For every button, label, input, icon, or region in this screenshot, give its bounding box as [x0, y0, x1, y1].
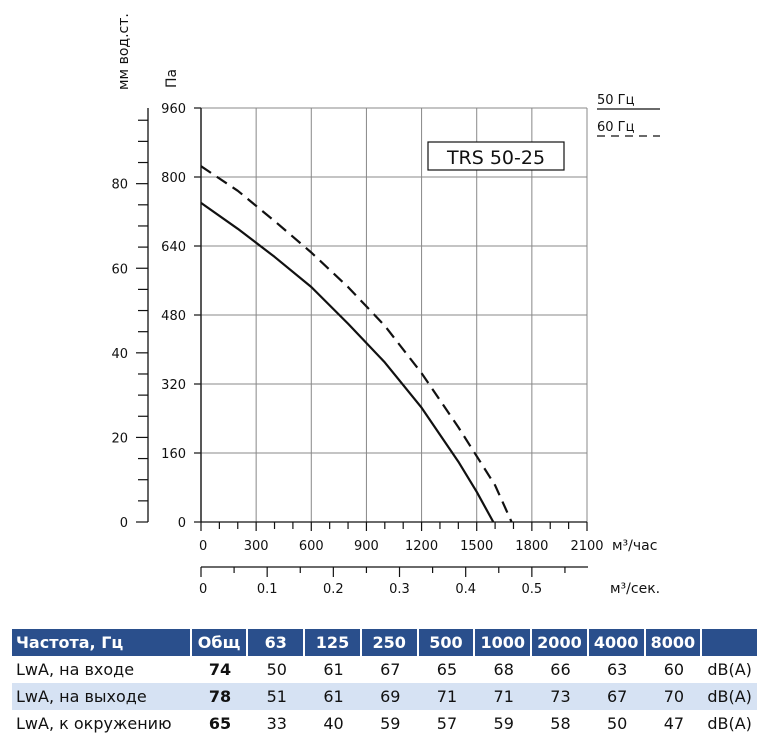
model-label-box — [427, 141, 565, 171]
x2-ticks: 0 0.1 0.2 0.3 0.4 0.5 — [199, 567, 566, 597]
header-cell: 63 — [248, 629, 306, 656]
row-value: 65 — [436, 660, 458, 679]
row-value: 63 — [607, 660, 628, 679]
table-body: LwA, на входе 74 50 61 67 65 68 66 63 60 dB(A) LwA,… — [12, 656, 757, 737]
x-tick-label: 0 — [199, 539, 207, 554]
row-value: 71 — [418, 683, 476, 710]
row-value: 71 — [475, 683, 533, 710]
x2-tick-label: 0.4 — [455, 582, 476, 597]
fan-curve-chart: мм вод.ст. 0 20 40 60 80 Па 0 160 320 480 640 800… — [111, 13, 660, 597]
header-cell: 500 — [418, 629, 476, 656]
row-total: 78 — [191, 683, 249, 710]
table-header-row: Частота, Гц Общ 63 125 250 500 1000 2000 4000 800… — [12, 629, 757, 656]
x2-tick-label: 0.1 — [257, 582, 278, 597]
row-value: 59 — [380, 714, 401, 733]
curves — [200, 165, 513, 523]
row-value: 50 — [607, 714, 628, 733]
row-label: LwA, к окружению — [16, 714, 172, 733]
x2-label: м³/сек. — [610, 581, 660, 597]
mm-tick-label: 60 — [111, 262, 128, 277]
row-value: 59 — [493, 714, 514, 733]
x-tick-label: 2100 — [570, 539, 603, 554]
row-value: 69 — [361, 683, 419, 710]
y-left-ticks: 0 20 40 60 80 — [111, 119, 148, 531]
pa-tick-label: 960 — [161, 102, 186, 117]
row-value: 68 — [493, 660, 514, 679]
row-value: 57 — [436, 714, 458, 733]
row-label: LwA, на выходе — [12, 683, 192, 710]
pa-tick-label: 800 — [161, 171, 186, 186]
header-cell: 250 — [361, 629, 419, 656]
header-cell: 8000 — [645, 629, 703, 656]
model-label: TRS 50-25 — [446, 147, 545, 169]
header-cell: 4000 — [588, 629, 646, 656]
row-value: 51 — [248, 683, 306, 710]
x-label: м³/час — [612, 538, 657, 554]
row-value: 33 — [266, 714, 287, 733]
table-row: LwA, к окружению 65 33 40 59 57 59 58 50 47 dB(A) — [12, 710, 757, 737]
mm-tick-label: 80 — [111, 178, 128, 193]
row-value: 70 — [645, 683, 703, 710]
row-value: 66 — [550, 660, 571, 679]
pa-tick-label: 640 — [161, 240, 186, 255]
pa-tick-label: 0 — [178, 516, 186, 531]
row-value: 58 — [550, 714, 571, 733]
table-row: LwA, на входе 74 50 61 67 65 68 66 63 60 dB(A) — [12, 656, 757, 683]
mm-tick-label: 0 — [120, 516, 128, 531]
row-value: 61 — [323, 660, 344, 679]
pa-tick-label: 320 — [161, 378, 186, 393]
x2-tick-label: 0 — [199, 582, 207, 597]
row-total: 65 — [208, 714, 232, 733]
row-value: 40 — [323, 714, 344, 733]
row-total: 74 — [208, 660, 232, 679]
pa-tick-label: 480 — [161, 309, 186, 324]
header-cell: 2000 — [532, 629, 589, 656]
row-unit: dB(A) — [707, 714, 752, 733]
x2-tick-label: 0.5 — [522, 582, 543, 597]
curve-60hz — [200, 165, 513, 523]
x-tick-label: 900 — [354, 539, 379, 554]
row-unit: dB(A) — [707, 660, 752, 679]
pa-tick-label: 160 — [161, 447, 186, 462]
table-row: LwA, на выходе 78 51 61 69 71 71 73 67 70 dB(A) — [12, 683, 757, 710]
row-value: 67 — [380, 660, 401, 679]
x-ticks: 0 300 600 900 1200 1500 1800 2100 — [199, 522, 604, 554]
row-value: 61 — [305, 683, 362, 710]
row-value: 47 — [663, 714, 685, 733]
header-cell: 125 — [305, 629, 362, 656]
mm-tick-label: 20 — [111, 431, 128, 446]
x-tick-label: 1200 — [405, 539, 438, 554]
header-frequency: Частота, Гц — [12, 629, 192, 656]
noise-table: Частота, Гц Общ 63 125 250 500 1000 2000 4000 800… — [12, 629, 757, 737]
header-cell: 1000 — [475, 629, 533, 656]
row-value: 60 — [663, 660, 685, 679]
x2-tick-label: 0.2 — [323, 582, 344, 597]
curve-50hz — [200, 202, 495, 523]
row-unit: dB(A) — [702, 683, 757, 710]
x-tick-label: 600 — [299, 539, 324, 554]
y-left-label: мм вод.ст. — [116, 13, 132, 90]
row-value: 73 — [532, 683, 589, 710]
y-right-label: Па — [164, 69, 180, 88]
x-tick-label: 1800 — [515, 539, 548, 554]
row-value: 50 — [266, 660, 287, 679]
legend-label-50hz: 50 Гц — [597, 93, 635, 108]
legend-label-60hz: 60 Гц — [597, 120, 635, 135]
header-cell: Общ — [191, 629, 249, 656]
x-tick-label: 1500 — [460, 539, 493, 554]
mm-tick-label: 40 — [111, 347, 128, 362]
row-value: 67 — [588, 683, 646, 710]
header-unit — [702, 629, 757, 656]
row-label: LwA, на входе — [16, 660, 135, 679]
x2-tick-label: 0.3 — [389, 582, 410, 597]
y-pa-ticks: 0 160 320 480 640 800 960 — [161, 102, 201, 531]
plot-grid — [200, 107, 588, 523]
legend: 50 Гц 60 Гц — [597, 93, 660, 137]
x-tick-label: 300 — [244, 539, 269, 554]
